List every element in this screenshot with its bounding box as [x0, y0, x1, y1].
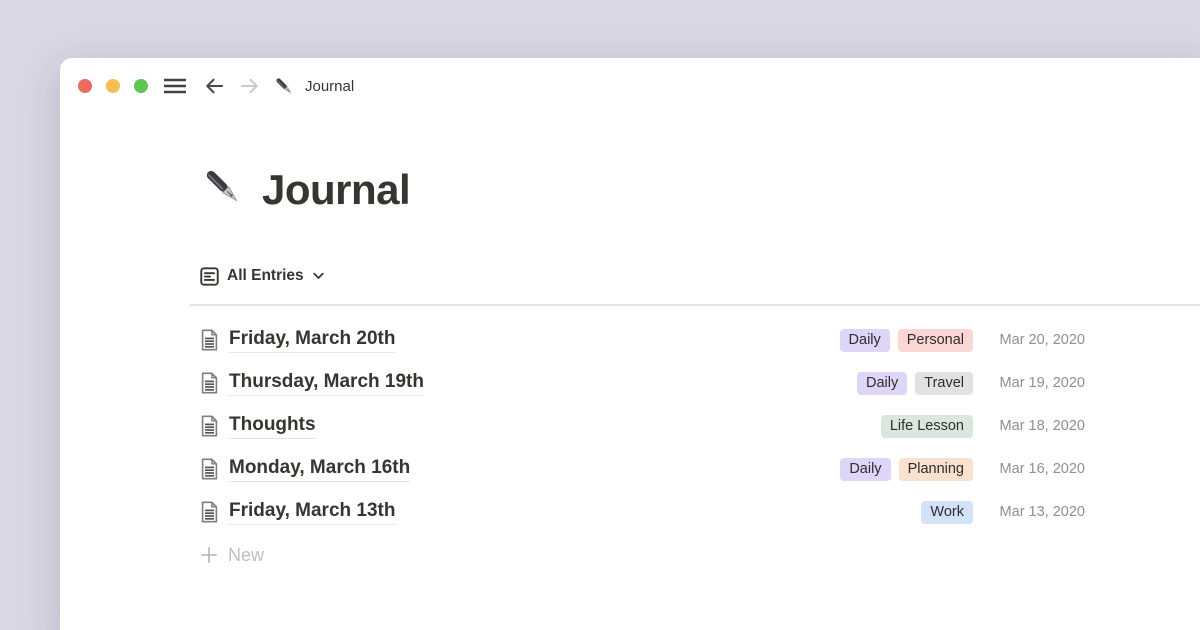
entry-date: Mar 20, 2020 [999, 332, 1085, 348]
page-document-icon [200, 415, 219, 437]
tag-pill[interactable]: Work [921, 500, 973, 524]
entry-date: Mar 19, 2020 [999, 375, 1085, 391]
view-label: All Entries [227, 267, 304, 284]
table-row[interactable]: Monday, March 16th Daily Planning Mar 16,… [200, 448, 1085, 491]
fountain-pen-icon [273, 75, 296, 98]
tag-pill[interactable]: Daily [839, 328, 890, 352]
table-row[interactable]: Thoughts Life Lesson Mar 18, 2020 [200, 405, 1085, 448]
new-entry-button[interactable]: New [200, 534, 1085, 577]
entry-tags: Daily Travel [857, 371, 973, 395]
app-window: Journal Journal All Entries [60, 58, 1200, 630]
chevron-down-icon [313, 272, 324, 280]
minimize-window-button[interactable] [106, 79, 120, 93]
page-document-icon [200, 329, 219, 351]
page-title-row: Journal [200, 164, 1085, 215]
entry-name-link[interactable]: Thoughts [229, 413, 316, 439]
tag-pill[interactable]: Planning [898, 457, 973, 481]
list-view-icon [200, 266, 219, 286]
plus-icon [200, 546, 218, 564]
table-row[interactable]: Friday, March 20th Daily Personal Mar 20,… [200, 319, 1085, 362]
new-entry-label: New [228, 544, 265, 565]
window-toolbar: Journal [60, 58, 1200, 114]
back-arrow-icon[interactable] [204, 76, 225, 96]
entry-name-link[interactable]: Friday, March 20th [229, 327, 396, 353]
page-body: Journal All Entries [60, 164, 1200, 577]
tag-pill[interactable]: Travel [915, 371, 973, 395]
entries-table: Friday, March 20th Daily Personal Mar 20,… [200, 319, 1085, 534]
view-switcher[interactable]: All Entries [200, 265, 1085, 287]
table-divider [190, 304, 1200, 306]
forward-arrow-icon[interactable] [239, 76, 260, 96]
tag-pill[interactable]: Personal [897, 328, 973, 352]
entry-date: Mar 18, 2020 [999, 418, 1085, 434]
close-window-button[interactable] [78, 79, 92, 93]
tag-pill[interactable]: Life Lesson [880, 414, 973, 438]
zoom-window-button[interactable] [134, 79, 148, 93]
page-document-icon [200, 458, 219, 480]
table-row[interactable]: Thursday, March 19th Daily Travel Mar 19,… [200, 362, 1085, 405]
entry-name-link[interactable]: Thursday, March 19th [229, 370, 424, 396]
page-document-icon [200, 501, 219, 523]
traffic-lights [78, 79, 148, 93]
entry-date: Mar 13, 2020 [999, 504, 1085, 520]
entry-tags: Daily Personal [839, 328, 973, 352]
tag-pill[interactable]: Daily [857, 371, 908, 395]
entry-tags: Life Lesson [880, 414, 973, 438]
breadcrumb-page-title[interactable]: Journal [305, 77, 355, 95]
menu-icon[interactable] [163, 76, 187, 96]
fountain-pen-icon[interactable] [200, 164, 246, 215]
entry-name-link[interactable]: Friday, March 13th [229, 499, 396, 525]
page-title[interactable]: Journal [262, 165, 411, 213]
entry-name-link[interactable]: Monday, March 16th [229, 456, 411, 482]
entry-tags: Work [921, 500, 973, 524]
tag-pill[interactable]: Daily [840, 457, 891, 481]
table-row[interactable]: Friday, March 13th Work Mar 13, 2020 [200, 491, 1085, 534]
page-document-icon [200, 372, 219, 394]
entry-tags: Daily Planning [840, 457, 973, 481]
entry-date: Mar 16, 2020 [999, 461, 1085, 477]
